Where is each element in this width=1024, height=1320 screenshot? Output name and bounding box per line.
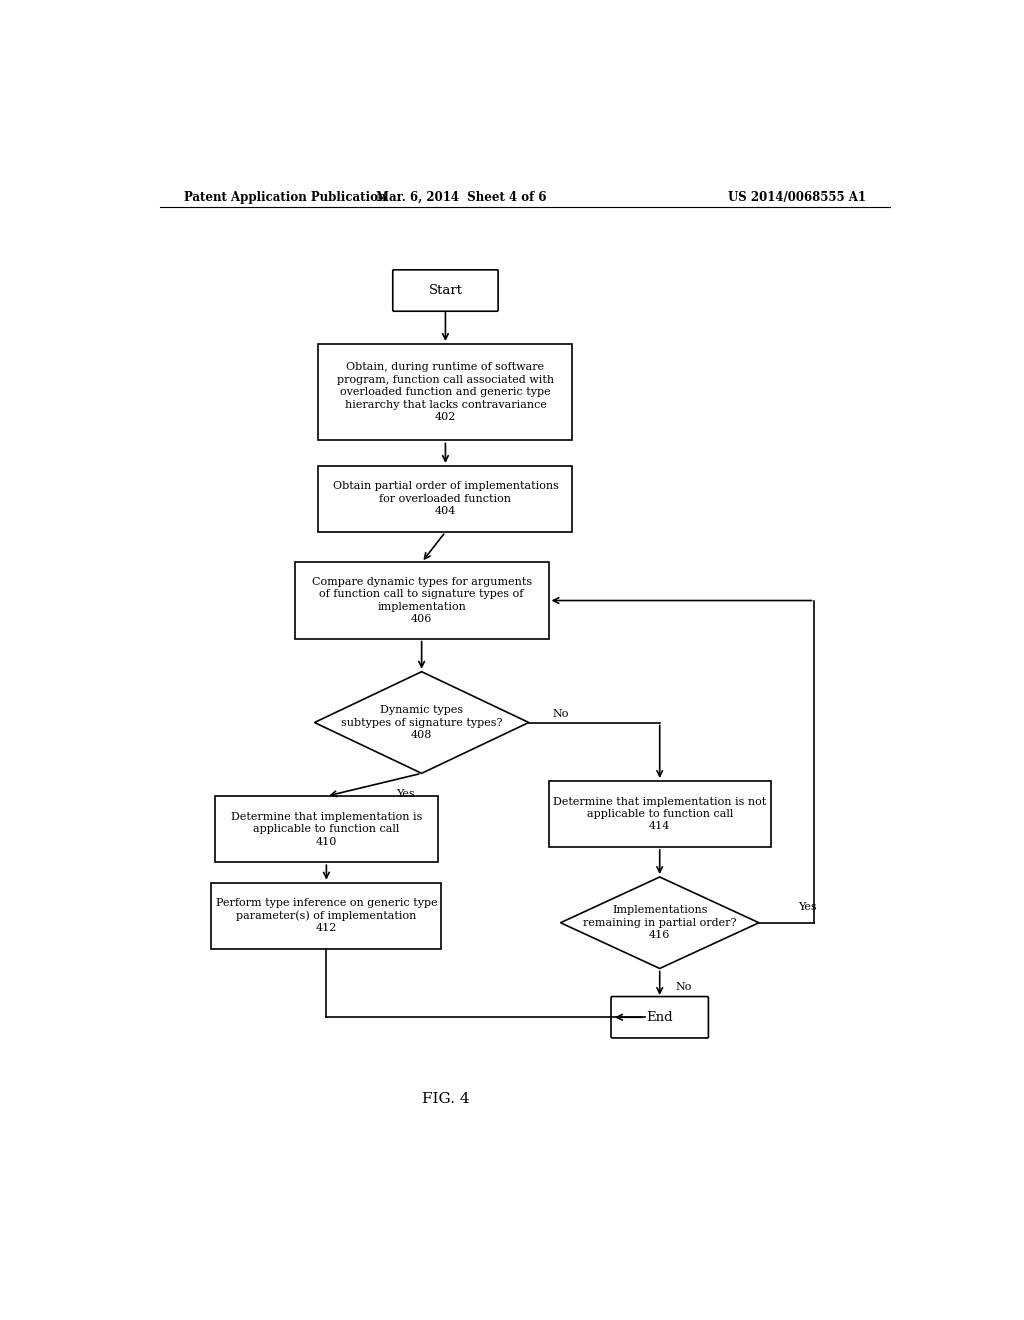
FancyBboxPatch shape <box>211 883 441 949</box>
Text: End: End <box>646 1011 673 1024</box>
FancyBboxPatch shape <box>318 345 572 441</box>
Text: Patent Application Publication: Patent Application Publication <box>183 190 386 203</box>
FancyBboxPatch shape <box>318 466 572 532</box>
Text: No: No <box>676 982 691 991</box>
Text: No: No <box>552 709 568 719</box>
FancyBboxPatch shape <box>215 796 437 862</box>
Text: Obtain partial order of implementations
for overloaded function
404: Obtain partial order of implementations … <box>333 482 558 516</box>
Text: Compare dynamic types for arguments
of function call to signature types of
imple: Compare dynamic types for arguments of f… <box>311 577 531 624</box>
Text: Determine that implementation is
applicable to function call
410: Determine that implementation is applica… <box>230 812 422 846</box>
Text: Yes: Yes <box>396 788 415 799</box>
FancyBboxPatch shape <box>611 997 709 1038</box>
Text: Mar. 6, 2014  Sheet 4 of 6: Mar. 6, 2014 Sheet 4 of 6 <box>376 190 547 203</box>
Polygon shape <box>314 672 528 774</box>
Text: Dynamic types
subtypes of signature types?
408: Dynamic types subtypes of signature type… <box>341 705 503 741</box>
Text: Yes: Yes <box>799 903 817 912</box>
Text: Determine that implementation is not
applicable to function call
414: Determine that implementation is not app… <box>553 796 766 832</box>
FancyBboxPatch shape <box>393 269 498 312</box>
Polygon shape <box>560 876 759 969</box>
Text: Start: Start <box>428 284 463 297</box>
FancyBboxPatch shape <box>295 562 549 639</box>
Text: Obtain, during runtime of software
program, function call associated with
overlo: Obtain, during runtime of software progr… <box>337 363 554 422</box>
Text: Implementations
remaining in partial order?
416: Implementations remaining in partial ord… <box>583 906 736 940</box>
Text: FIG. 4: FIG. 4 <box>422 1092 469 1106</box>
Text: Perform type inference on generic type
parameter(s) of implementation
412: Perform type inference on generic type p… <box>216 898 437 933</box>
FancyBboxPatch shape <box>549 781 771 847</box>
Text: US 2014/0068555 A1: US 2014/0068555 A1 <box>728 190 866 203</box>
